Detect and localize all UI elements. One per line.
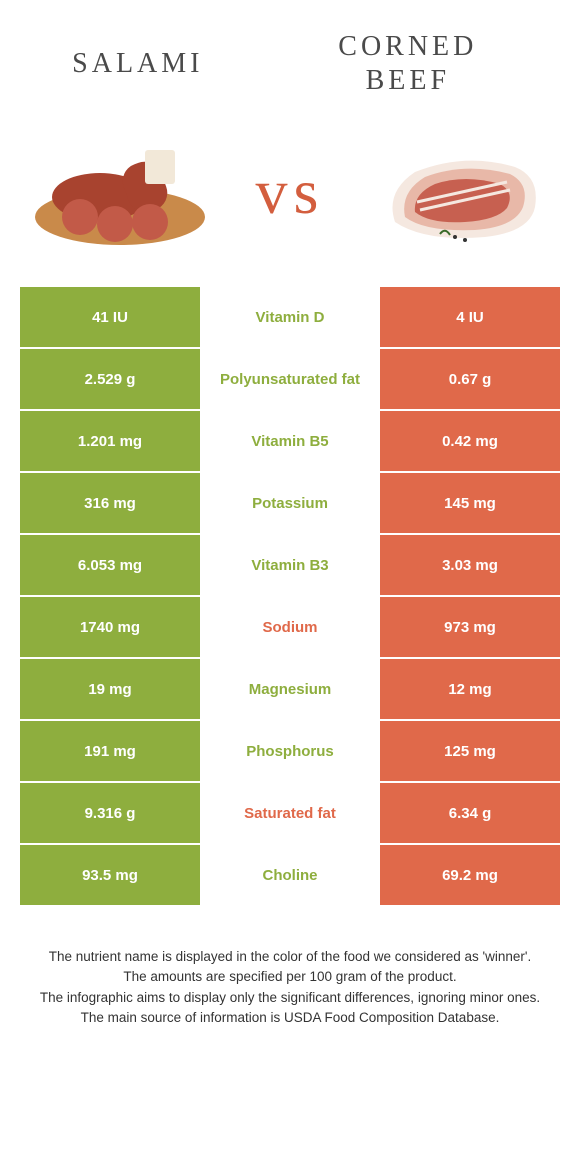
right-value: 973 mg (380, 597, 560, 657)
nutrient-name: Vitamin D (200, 287, 380, 347)
left-value: 191 mg (20, 721, 200, 781)
footer-line: The nutrient name is displayed in the co… (30, 947, 550, 967)
left-value: 2.529 g (20, 349, 200, 409)
nutrient-name: Polyunsaturated fat (200, 349, 380, 409)
footer-line: The infographic aims to display only the… (30, 988, 550, 1008)
nutrient-name: Vitamin B3 (200, 535, 380, 595)
right-value: 3.03 mg (380, 535, 560, 595)
right-food-name: Corned Beef (308, 30, 508, 97)
right-value: 0.42 mg (380, 411, 560, 471)
footer-line: The amounts are specified per 100 gram o… (30, 967, 550, 987)
table-row: 9.316 gSaturated fat6.34 g (20, 783, 560, 845)
table-row: 2.529 gPolyunsaturated fat0.67 g (20, 349, 560, 411)
right-value: 0.67 g (380, 349, 560, 409)
table-row: 93.5 mgCholine69.2 mg (20, 845, 560, 907)
left-value: 19 mg (20, 659, 200, 719)
table-row: 41 IUVitamin D4 IU (20, 287, 560, 349)
table-row: 19 mgMagnesium12 mg (20, 659, 560, 721)
left-value: 93.5 mg (20, 845, 200, 905)
nutrient-name: Vitamin B5 (200, 411, 380, 471)
left-value: 316 mg (20, 473, 200, 533)
nutrient-name: Potassium (200, 473, 380, 533)
left-value: 1.201 mg (20, 411, 200, 471)
left-food-name: Salami (72, 47, 203, 81)
salami-image (20, 127, 220, 257)
images-row: vs (0, 117, 580, 287)
footer-notes: The nutrient name is displayed in the co… (0, 907, 580, 1028)
right-value: 125 mg (380, 721, 560, 781)
right-value: 12 mg (380, 659, 560, 719)
left-value: 1740 mg (20, 597, 200, 657)
nutrient-name: Magnesium (200, 659, 380, 719)
left-value: 41 IU (20, 287, 200, 347)
infographic-container: Salami Corned Beef vs (0, 0, 580, 1028)
right-value: 6.34 g (380, 783, 560, 843)
vs-label: vs (256, 155, 325, 229)
corned-beef-image (360, 127, 560, 257)
comparison-table: 41 IUVitamin D4 IU2.529 gPolyunsaturated… (20, 287, 560, 907)
right-value: 69.2 mg (380, 845, 560, 905)
nutrient-name: Saturated fat (200, 783, 380, 843)
table-row: 191 mgPhosphorus125 mg (20, 721, 560, 783)
nutrient-name: Sodium (200, 597, 380, 657)
table-row: 1740 mgSodium973 mg (20, 597, 560, 659)
header: Salami Corned Beef (0, 0, 580, 117)
footer-line: The main source of information is USDA F… (30, 1008, 550, 1028)
table-row: 6.053 mgVitamin B33.03 mg (20, 535, 560, 597)
right-value: 4 IU (380, 287, 560, 347)
table-row: 1.201 mgVitamin B50.42 mg (20, 411, 560, 473)
table-row: 316 mgPotassium145 mg (20, 473, 560, 535)
nutrient-name: Phosphorus (200, 721, 380, 781)
left-value: 6.053 mg (20, 535, 200, 595)
left-value: 9.316 g (20, 783, 200, 843)
nutrient-name: Choline (200, 845, 380, 905)
right-value: 145 mg (380, 473, 560, 533)
